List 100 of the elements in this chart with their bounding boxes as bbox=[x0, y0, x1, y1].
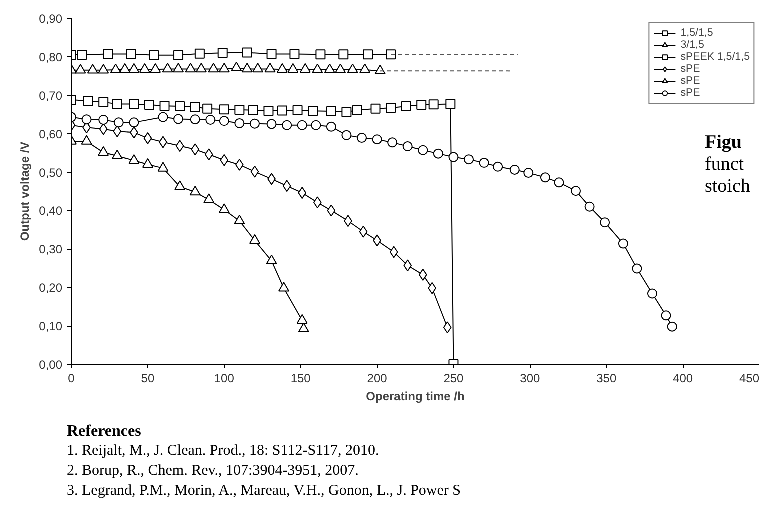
x-tick-label: 300 bbox=[520, 372, 541, 386]
point bbox=[174, 180, 186, 190]
point bbox=[277, 106, 288, 116]
point bbox=[290, 49, 300, 60]
point bbox=[218, 204, 230, 214]
point bbox=[252, 62, 264, 73]
point bbox=[298, 187, 307, 200]
annotation: Figu bbox=[705, 132, 742, 153]
point bbox=[158, 112, 168, 122]
text: 2. Borup, R., Chem. Rev., 107:3904-3951, 2007. bbox=[67, 462, 359, 481]
point bbox=[218, 48, 228, 58]
point bbox=[386, 50, 396, 60]
point bbox=[128, 63, 140, 74]
point bbox=[81, 135, 92, 145]
point bbox=[190, 186, 201, 196]
point bbox=[264, 106, 274, 116]
point bbox=[204, 194, 215, 204]
point bbox=[428, 100, 439, 110]
text: 1. Reijalt, M., J. Clean. Prod., 18: S112-S117, 2010. bbox=[67, 442, 380, 461]
point bbox=[83, 96, 94, 106]
point bbox=[176, 140, 184, 152]
x-tick-label: 400 bbox=[673, 372, 694, 386]
point bbox=[114, 118, 124, 128]
point bbox=[292, 105, 303, 116]
point bbox=[219, 104, 230, 115]
y-tick-label: 0,30 bbox=[39, 242, 63, 257]
point bbox=[386, 103, 396, 114]
point bbox=[202, 104, 213, 114]
legend-label: sPE bbox=[680, 63, 701, 75]
point bbox=[174, 50, 184, 60]
point bbox=[433, 148, 444, 159]
point bbox=[128, 154, 140, 164]
point bbox=[75, 64, 86, 74]
x-tick-label: 200 bbox=[367, 372, 388, 386]
y-tick-label: 0,90 bbox=[39, 12, 63, 26]
point bbox=[390, 246, 398, 258]
point bbox=[185, 62, 196, 73]
x-tick-label: 350 bbox=[596, 372, 617, 386]
point bbox=[632, 264, 642, 274]
point bbox=[231, 62, 242, 72]
legend-label: sPE bbox=[680, 75, 701, 87]
point bbox=[402, 142, 413, 152]
point bbox=[554, 178, 564, 188]
point bbox=[359, 226, 368, 238]
point bbox=[446, 99, 456, 110]
point bbox=[196, 62, 207, 73]
point bbox=[418, 145, 428, 156]
point bbox=[266, 49, 277, 60]
point bbox=[327, 204, 336, 217]
y-tick-label: 0,20 bbox=[39, 281, 63, 296]
point bbox=[282, 120, 292, 130]
point bbox=[129, 99, 140, 110]
point bbox=[540, 172, 550, 183]
point bbox=[372, 134, 382, 145]
point bbox=[98, 146, 110, 156]
point bbox=[113, 126, 122, 138]
point bbox=[326, 122, 336, 132]
point bbox=[342, 107, 352, 118]
legend-label: sPEEK 1,5/1,5 bbox=[680, 51, 750, 63]
point bbox=[493, 162, 504, 172]
point bbox=[338, 50, 349, 60]
point bbox=[661, 310, 672, 321]
point bbox=[308, 106, 318, 116]
point bbox=[206, 115, 216, 125]
point bbox=[194, 48, 205, 59]
point bbox=[191, 144, 200, 156]
x-tick-label: 450 bbox=[739, 372, 759, 386]
point bbox=[352, 105, 362, 116]
point bbox=[110, 64, 122, 74]
point bbox=[144, 132, 152, 144]
point bbox=[248, 105, 258, 116]
point bbox=[311, 120, 322, 130]
point bbox=[298, 322, 310, 333]
point bbox=[335, 64, 346, 74]
legend-label: sPE bbox=[680, 87, 701, 99]
y-axis-title: Output voltage /V bbox=[18, 142, 32, 242]
point bbox=[219, 116, 230, 126]
point bbox=[126, 49, 136, 60]
point bbox=[324, 64, 336, 74]
point bbox=[363, 50, 374, 60]
point bbox=[142, 158, 154, 168]
point bbox=[416, 100, 427, 110]
point bbox=[266, 119, 277, 130]
point bbox=[300, 63, 311, 74]
point bbox=[571, 186, 582, 196]
point bbox=[356, 133, 367, 144]
text: 3. Legrand, P.M., Morin, A., Mareau, V.H., Gonon, L., J. Power S bbox=[67, 482, 462, 501]
point bbox=[190, 114, 200, 125]
point bbox=[647, 288, 658, 299]
point bbox=[479, 158, 490, 168]
point bbox=[404, 260, 412, 272]
point bbox=[242, 62, 253, 73]
point bbox=[112, 150, 123, 160]
x-tick-label: 100 bbox=[214, 372, 235, 386]
point bbox=[443, 322, 452, 334]
point bbox=[190, 102, 200, 112]
point bbox=[160, 101, 170, 112]
y-tick-label: 0,70 bbox=[39, 88, 63, 103]
point bbox=[250, 166, 260, 178]
point bbox=[234, 105, 245, 115]
